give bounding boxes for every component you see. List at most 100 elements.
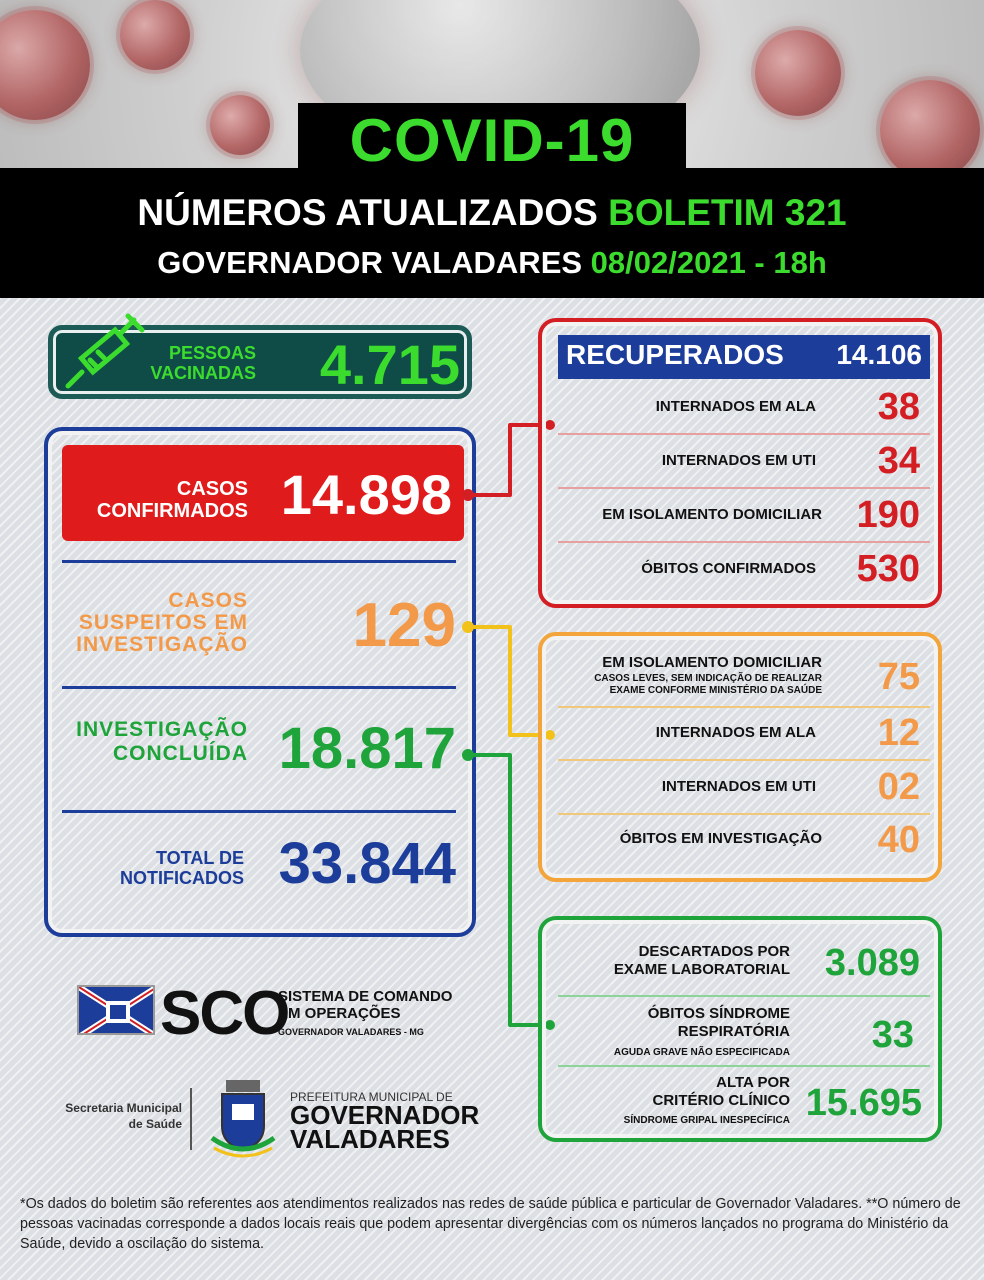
confirmed-breakdown-panel xyxy=(538,318,942,608)
clinical-discharge-label-line1: ALTA POR xyxy=(716,1074,790,1091)
discarded-label-line2: EXAME LABORATORIAL xyxy=(613,961,790,978)
bulletin-heading: NÚMEROS ATUALIZADOS BOLETIM 321 xyxy=(0,192,984,234)
discarded-value: 3.089 xyxy=(824,942,920,984)
sco-caption: SISTEMA DE COMANDO EM OPERAÇÕES GOVERNAD… xyxy=(278,988,452,1041)
srag-deaths-label: ÓBITOS SÍNDROME RESPIRATÓRIA xyxy=(560,1005,790,1041)
row-divider xyxy=(558,995,930,997)
srag-deaths-note: AGUDA GRAVE NÃO ESPECIFICADA xyxy=(613,1047,790,1058)
connector-lines xyxy=(462,420,555,1030)
bulletin-heading-prefix: NÚMEROS ATUALIZADOS xyxy=(137,192,598,233)
srag-deaths-label-line2: RESPIRATÓRIA xyxy=(677,1023,790,1040)
bulletin-number: BOLETIM 321 xyxy=(608,192,847,233)
deaths-under-investigation-value: 40 xyxy=(877,819,920,861)
total-notified-label-line2: NOTIFICADOS xyxy=(120,868,244,888)
suspected-home-isolation-note-1: CASOS LEVES, SEM INDICAÇÃO DE REALIZAR xyxy=(594,673,822,684)
suspected-icu-label: INTERNADOS EM UTI xyxy=(661,778,816,795)
divider xyxy=(62,810,456,813)
city-flag-icon xyxy=(77,985,155,1035)
suspected-ward-value: 12 xyxy=(877,712,920,754)
row-divider xyxy=(558,433,930,435)
header-band xyxy=(0,168,984,298)
health-secretariat: Secretaria Municipal de Saúde xyxy=(56,1100,182,1132)
vaccinated-label: PESSOAS VACINADAS xyxy=(148,343,256,383)
investigation-done-label-line2: CONCLUÍDA xyxy=(113,742,248,765)
home-isolation-value: 190 xyxy=(856,494,920,536)
row-divider xyxy=(558,1065,930,1067)
virus-illustration-icon xyxy=(755,30,841,116)
sco-logo: SCO xyxy=(160,979,290,1048)
vaccinated-label-line2: VACINADAS xyxy=(150,363,256,383)
bulletin-city: GOVERNADOR VALADARES xyxy=(157,245,583,280)
suspected-breakdown-panel xyxy=(538,632,942,882)
clinical-discharge-label: ALTA POR CRITÉRIO CLÍNICO xyxy=(560,1074,791,1110)
icu-value: 34 xyxy=(877,440,920,482)
city-name-line1: GOVERNADOR xyxy=(290,1100,480,1130)
page-title: COVID-19 xyxy=(298,103,686,179)
confirmed-label: CASOS CONFIRMADOS xyxy=(72,478,248,522)
suspected-value: 129 xyxy=(352,591,456,660)
recovered-value: 14.106 xyxy=(836,339,922,370)
suspected-label-line3: INVESTIGAÇÃO xyxy=(76,633,248,656)
suspected-icu-value: 02 xyxy=(877,766,920,808)
row-divider xyxy=(558,706,930,708)
footer-disclaimer: *Os dados do boletim são referentes aos … xyxy=(20,1196,961,1252)
virus-illustration-icon xyxy=(0,10,90,120)
vaccinated-label-line1: PESSOAS xyxy=(168,343,256,363)
confirmed-value: 14.898 xyxy=(280,463,452,526)
ward-label: INTERNADOS EM ALA xyxy=(655,398,816,415)
logo-divider xyxy=(190,1088,192,1150)
city-name-line2: VALADARES xyxy=(290,1124,450,1154)
total-notified-label: TOTAL DE NOTIFICADOS xyxy=(100,848,244,888)
vaccinated-value: 4.715 xyxy=(319,333,460,396)
suspected-label: CASOS SUSPEITOS EM INVESTIGAÇÃO xyxy=(60,590,248,656)
city-name: GOVERNADOR VALADARES xyxy=(290,1100,480,1154)
investigation-done-label-line1: INVESTIGAÇÃO xyxy=(76,718,248,741)
health-secretariat-line2: de Saúde xyxy=(128,1117,182,1131)
discarded-label-line1: DESCARTADOS POR xyxy=(638,943,790,960)
concluded-breakdown-panel xyxy=(538,916,942,1142)
row-divider xyxy=(558,759,930,761)
home-isolation-label: EM ISOLAMENTO DOMICILIAR xyxy=(602,506,822,523)
divider xyxy=(62,560,456,563)
sco-caption-line2: EM OPERAÇÕES xyxy=(278,1005,401,1022)
confirmed-deaths-label: ÓBITOS CONFIRMADOS xyxy=(641,560,816,577)
clinical-discharge-note: SÍNDROME GRIPAL INESPECÍFICA xyxy=(623,1115,790,1126)
confirmed-deaths-value: 530 xyxy=(856,548,920,590)
health-secretariat-line1: Secretaria Municipal xyxy=(65,1101,182,1115)
recovered-label: RECUPERADOS xyxy=(566,339,784,370)
investigation-done-label: INVESTIGAÇÃO CONCLUÍDA xyxy=(60,718,248,766)
discarded-label: DESCARTADOS POR EXAME LABORATORIAL xyxy=(560,943,790,979)
ward-value: 38 xyxy=(877,386,920,428)
cases-panel xyxy=(44,427,476,937)
total-notified-label-line1: TOTAL DE xyxy=(155,848,244,868)
bulletin-date: 08/02/2021 - 18h xyxy=(590,245,827,280)
suspected-home-isolation-value: 75 xyxy=(877,656,920,698)
clinical-discharge-value: 15.695 xyxy=(805,1082,922,1124)
srag-deaths-label-line1: ÓBITOS SÍNDROME xyxy=(647,1005,790,1022)
suspected-ward-label: INTERNADOS EM ALA xyxy=(655,724,816,741)
suspected-label-line2: SUSPEITOS EM xyxy=(78,611,248,634)
recovered-bar xyxy=(558,335,930,379)
investigation-done-value: 18.817 xyxy=(278,716,456,781)
sco-caption-line1: SISTEMA DE COMANDO xyxy=(278,988,453,1005)
clinical-discharge-label-line2: CRITÉRIO CLÍNICO xyxy=(652,1092,791,1109)
confirmed-label-line1: CASOS xyxy=(176,478,248,500)
prefeitura-label: PREFEITURA MUNICIPAL DE xyxy=(290,1090,453,1104)
confirmed-box xyxy=(62,445,464,541)
sco-caption-line3: GOVERNADOR VALADARES - MG xyxy=(278,1027,424,1037)
total-notified-value: 33.844 xyxy=(278,831,456,896)
virus-illustration-icon xyxy=(880,80,980,170)
suspected-home-isolation-label: EM ISOLAMENTO DOMICILIAR xyxy=(602,654,822,671)
suspected-home-isolation-note-2: EXAME CONFORME MINISTÉRIO DA SAÚDE xyxy=(609,685,822,696)
row-divider xyxy=(558,487,930,489)
divider xyxy=(62,686,456,689)
virus-illustration-icon xyxy=(120,0,190,70)
srag-deaths-value: 33 xyxy=(871,1014,914,1056)
bulletin-location-date: GOVERNADOR VALADARES 08/02/2021 - 18h xyxy=(0,245,984,281)
suspected-label-line1: CASOS xyxy=(168,589,248,612)
deaths-under-investigation-label: ÓBITOS EM INVESTIGAÇÃO xyxy=(619,830,822,847)
city-coat-of-arms-icon xyxy=(210,1080,276,1158)
header-background xyxy=(0,0,984,170)
row-divider xyxy=(558,541,930,543)
virus-illustration-icon xyxy=(210,95,270,155)
